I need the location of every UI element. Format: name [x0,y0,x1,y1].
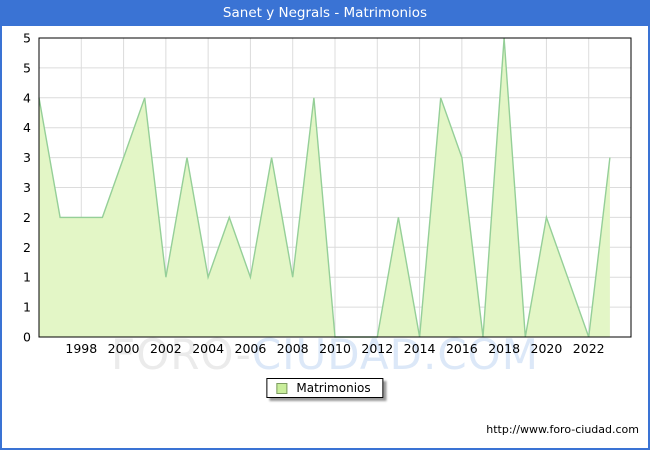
x-tick-label: 2006 [235,341,267,356]
x-tick-label: 1998 [65,341,97,356]
footer-url: http://www.foro-ciudad.com [486,423,639,436]
x-tick-label: 2018 [488,341,520,356]
watermark-part1: FORO- [111,330,252,379]
x-tick-label: 2004 [192,341,224,356]
x-tick-label: 2020 [531,341,563,356]
chart-title: Sanet y Negrals - Matrimonios [0,0,650,26]
area-line [38,37,611,338]
y-tick-label: 0 [23,330,31,345]
y-tick-label: 3 [23,150,31,165]
x-tick-label: 2008 [277,341,309,356]
x-tick-label: 2022 [573,341,605,356]
y-tick-label: 5 [23,31,31,46]
y-tick-label: 3 [23,180,31,195]
x-tick-label: 2014 [404,341,436,356]
legend-swatch-icon [276,382,288,394]
x-tick-label: 2000 [108,341,140,356]
y-tick-label: 2 [23,240,31,255]
y-tick-label: 1 [23,270,31,285]
y-tick-label: 2 [23,210,31,225]
x-tick-label: 2012 [361,341,393,356]
legend-label: Matrimonios [296,381,371,395]
watermark: FORO-CIUDAD.COM [0,330,650,379]
x-tick-label: 2002 [150,341,182,356]
y-tick-label: 5 [23,60,31,75]
y-tick-label: 1 [23,300,31,315]
x-tick-label: 2010 [319,341,351,356]
x-tick-label: 2016 [446,341,478,356]
legend: Matrimonios [266,378,384,398]
y-tick-label: 4 [23,120,31,135]
plot-border [38,37,632,338]
watermark-part2: CIUDAD.COM [251,330,539,379]
area-fill [39,38,610,337]
y-tick-label: 4 [23,90,31,105]
